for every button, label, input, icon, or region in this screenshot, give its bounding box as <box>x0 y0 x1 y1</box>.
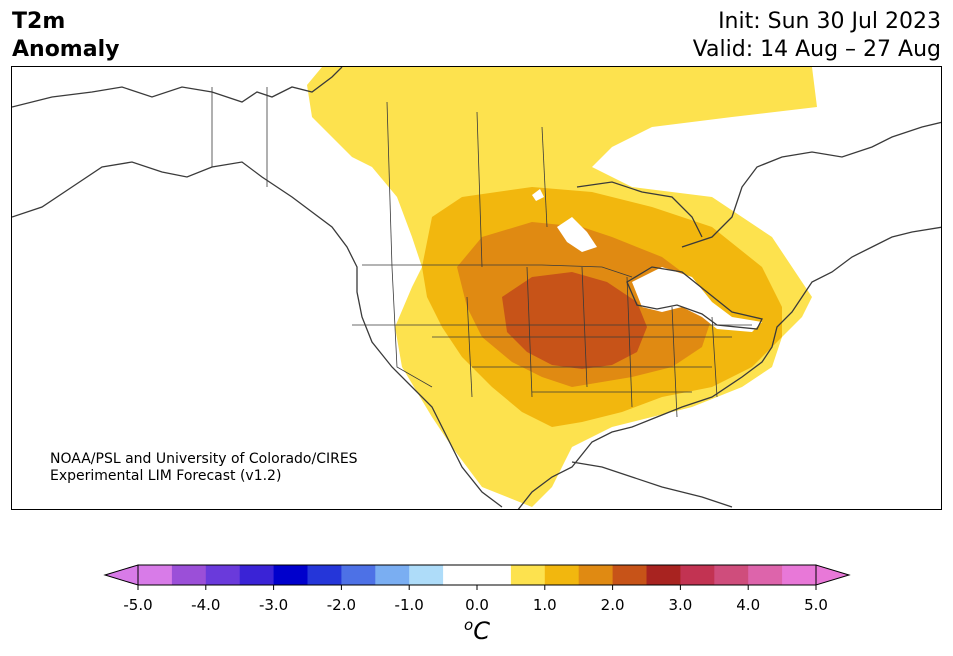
colorbar-tick-label: 0.0 <box>465 596 489 614</box>
anomaly-region-4c <box>502 272 647 369</box>
title-variable: T2m <box>12 9 66 34</box>
colorbar-segment <box>443 565 478 585</box>
colorbar-segment <box>782 565 817 585</box>
colorbar-tick-label: 1.0 <box>532 596 557 614</box>
credit-line-1: NOAA/PSL and University of Colorado/CIRE… <box>50 451 358 467</box>
colorbar-segment <box>171 565 207 585</box>
colorbar-tick-label: 2.0 <box>600 596 625 614</box>
colorbar-segment <box>748 565 783 585</box>
map-title: T2m Anomaly <box>12 8 119 64</box>
colorbar-segment <box>612 565 647 585</box>
colorbar-tick-label: -1.0 <box>394 596 424 614</box>
colorbar-segment <box>714 565 749 585</box>
colorbar-tick-label: -4.0 <box>191 596 221 614</box>
colorbar-segment <box>646 565 681 585</box>
colorbar-segment <box>273 565 308 585</box>
colorbar-over-arrow <box>815 564 851 586</box>
colorbar-segment <box>307 565 342 585</box>
init-date: Init: Sun 30 Jul 2023 <box>718 9 941 34</box>
anomaly-map <box>12 67 941 509</box>
colorbar-ticks <box>137 585 817 590</box>
colorbar-segment <box>477 565 512 585</box>
colorbar-segment <box>578 565 614 585</box>
title-anomaly: Anomaly <box>12 37 120 62</box>
colorbar-tick-label: -5.0 <box>123 596 153 614</box>
colorbar <box>103 564 851 590</box>
colorbar-segments <box>137 564 817 586</box>
colorbar-tick-label: 3.0 <box>668 596 693 614</box>
colorbar-segment <box>680 565 715 585</box>
credit-line-2: Experimental LIM Forecast (v1.2) <box>50 468 282 484</box>
forecast-dates: Init: Sun 30 Jul 2023 Valid: 14 Aug – 27… <box>693 8 941 64</box>
political-borders <box>211 87 752 418</box>
colorbar-unit: oC <box>464 616 490 645</box>
colorbar-under-arrow <box>103 564 139 586</box>
colorbar-tick-label: -3.0 <box>258 596 289 614</box>
anomaly-fill <box>307 67 817 507</box>
credit-text: NOAA/PSL and University of Colorado/CIRE… <box>50 451 358 485</box>
colorbar-segment <box>341 565 376 585</box>
colorbar-tick-label: -2.0 <box>326 596 357 614</box>
valid-range: Valid: 14 Aug – 27 Aug <box>692 37 941 62</box>
unit-prefix: o <box>464 616 474 634</box>
colorbar-tick-label: 4.0 <box>736 596 761 614</box>
colorbar-segment <box>409 565 444 585</box>
colorbar-segment <box>138 565 173 585</box>
colorbar-tick-label: 5.0 <box>804 596 828 614</box>
colorbar-segment <box>375 565 410 585</box>
unit-label: C <box>473 617 490 645</box>
colorbar-segment <box>205 565 241 585</box>
colorbar-segment <box>510 565 546 585</box>
map-panel: NOAA/PSL and University of Colorado/CIRE… <box>11 66 942 510</box>
coastlines <box>12 67 941 509</box>
colorbar-segment <box>239 565 275 585</box>
colorbar-segment <box>544 565 580 585</box>
